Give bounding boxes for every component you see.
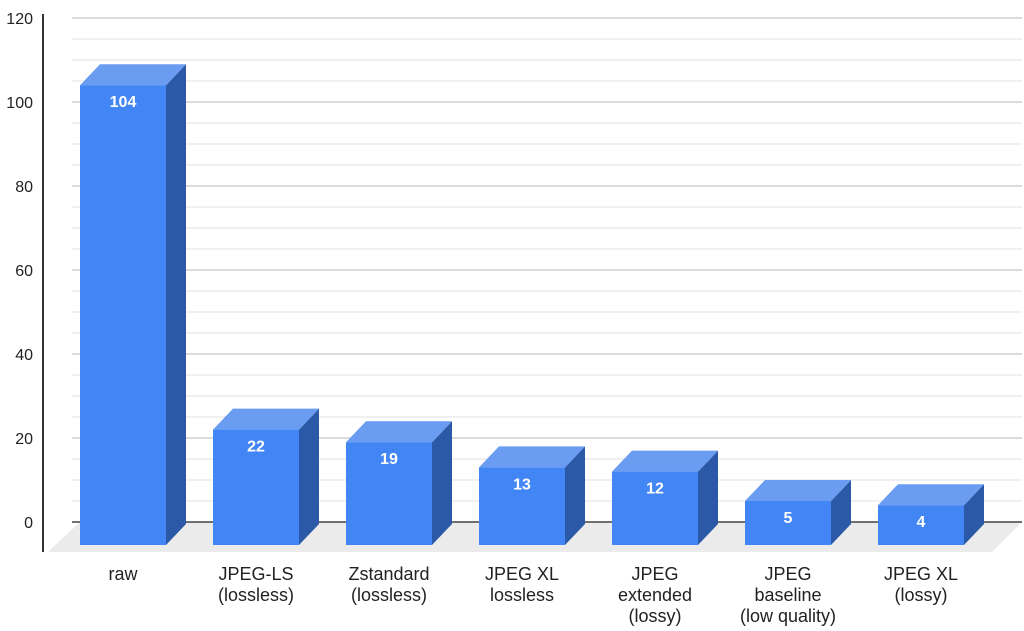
bar: 22 [213,408,319,545]
bar-front [80,85,166,545]
bar-top [745,480,851,501]
bar-front [612,471,698,545]
x-category-label: baseline [754,585,821,605]
x-category-label: (lossy) [895,585,948,605]
x-category-label: (lossless) [351,585,427,605]
bar: 5 [745,480,851,545]
y-tick-label: 60 [15,263,33,280]
bar-front [213,429,299,545]
x-axis-labels: raw JPEG-LS(lossless)Zstandard(lossless)J… [108,564,958,626]
x-category-label: JPEG XL [884,564,958,584]
bar-side [166,64,186,545]
bar-side [831,480,851,545]
bars: 104 22 19 13 12 5 4 [80,64,984,545]
data-label: 5 [784,510,793,527]
y-tick-label: 0 [24,515,33,532]
bar: 4 [878,484,984,545]
data-label: 4 [917,514,926,531]
x-category-label: lossless [490,585,554,605]
bar-side [964,484,984,545]
bar: 104 [80,64,186,545]
data-label: 22 [247,439,265,456]
bar-top [213,408,319,430]
bar-top [346,421,452,443]
bar-top [612,450,718,472]
bar-front [479,467,565,545]
y-tick-label: 80 [15,179,33,196]
x-category-label: JPEG-LS [218,564,293,584]
data-label: 104 [110,94,137,111]
x-category-label: JPEG [631,564,678,584]
x-category-label: extended [618,585,692,605]
x-category-label: (low quality) [740,606,836,626]
bar: 19 [346,421,452,545]
bar-front [878,505,964,545]
bar-front [346,442,432,545]
bar-front [745,501,831,545]
y-tick-label: 100 [6,95,33,112]
gridlines [72,17,1022,502]
data-label: 12 [646,481,664,498]
x-category-label: JPEG [764,564,811,584]
x-category-label: raw [108,564,138,584]
bar-side [432,421,452,545]
x-category-label: (lossless) [218,585,294,605]
bar: 12 [612,450,718,545]
y-tick-label: 40 [15,347,33,364]
y-axis: 0 20 40 60 80 100 120 [6,11,44,552]
x-category-label: (lossy) [629,606,682,626]
y-tick-label: 120 [6,11,33,28]
data-label: 19 [380,451,398,468]
bar-top [878,484,984,506]
y-tick-label: 20 [15,431,33,448]
bar-side [698,450,718,545]
bar-side [299,408,319,545]
bar: 13 [479,446,585,545]
x-category-label: Zstandard [348,564,429,584]
bar-side [565,446,585,545]
bar-top [479,446,585,468]
bar-top [80,64,186,86]
x-category-label: JPEG XL [485,564,559,584]
data-label: 13 [513,476,531,493]
